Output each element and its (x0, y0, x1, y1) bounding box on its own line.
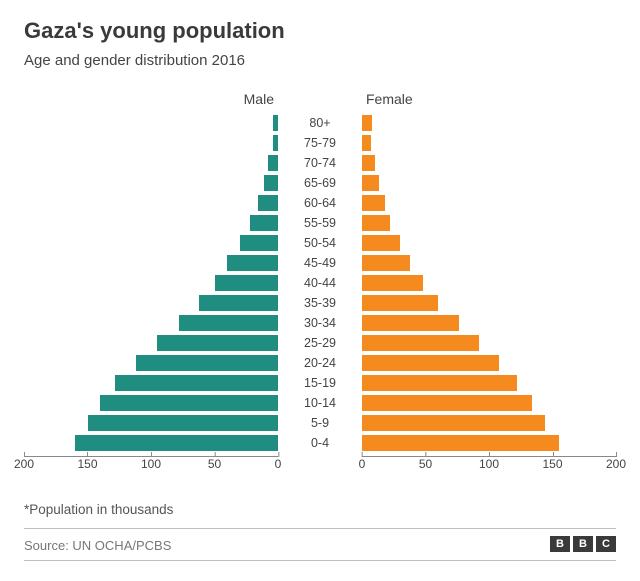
pyramid-row: 80+ (24, 113, 616, 133)
male-bar (179, 315, 278, 331)
male-bar (75, 435, 278, 451)
male-bar (215, 275, 279, 291)
male-bar (157, 335, 278, 351)
axis-tick: 150 (77, 457, 97, 471)
age-label: 80+ (280, 113, 360, 133)
chart-subtitle: Age and gender distribution 2016 (24, 52, 616, 69)
female-bar (362, 435, 559, 451)
population-pyramid-chart: Male Female 80+75-7970-7465-6960-6455-59… (24, 91, 616, 501)
age-label: 15-19 (280, 373, 360, 393)
female-bar (362, 255, 410, 271)
pyramid-row: 40-44 (24, 273, 616, 293)
x-axis: 050100150200050100150200 (24, 457, 616, 479)
pyramid-row: 45-49 (24, 253, 616, 273)
age-label: 45-49 (280, 253, 360, 273)
axis-tick: 100 (141, 457, 161, 471)
age-label: 10-14 (280, 393, 360, 413)
female-bar (362, 235, 400, 251)
logo-letter: C (596, 536, 616, 552)
male-bar (136, 355, 278, 371)
male-bar (268, 155, 278, 171)
pyramid-row: 20-24 (24, 353, 616, 373)
logo-letter: B (550, 536, 570, 552)
axis-tick: 0 (275, 457, 282, 471)
female-bar (362, 355, 499, 371)
pyramid-row: 10-14 (24, 393, 616, 413)
pyramid-row: 70-74 (24, 153, 616, 173)
pyramid-row: 30-34 (24, 313, 616, 333)
divider (24, 528, 616, 529)
axis-tick: 150 (542, 457, 562, 471)
pyramid-row: 55-59 (24, 213, 616, 233)
female-bar (362, 215, 390, 231)
pyramid-bars-area: 80+75-7970-7465-6960-6455-5950-5445-4940… (24, 113, 616, 473)
male-bar (227, 255, 278, 271)
female-bar (362, 375, 517, 391)
female-bar (362, 415, 545, 431)
male-bar (240, 235, 278, 251)
axis-tick: 50 (419, 457, 432, 471)
age-label: 0-4 (280, 433, 360, 453)
pyramid-row: 75-79 (24, 133, 616, 153)
age-label: 70-74 (280, 153, 360, 173)
axis-half-female: 050100150200 (362, 457, 616, 479)
age-label: 35-39 (280, 293, 360, 313)
age-label: 60-64 (280, 193, 360, 213)
pyramid-row: 25-29 (24, 333, 616, 353)
pyramid-row: 50-54 (24, 233, 616, 253)
male-bar (100, 395, 278, 411)
pyramid-row: 60-64 (24, 193, 616, 213)
age-label: 25-29 (280, 333, 360, 353)
age-label: 5-9 (280, 413, 360, 433)
female-bar (362, 315, 459, 331)
age-label: 20-24 (280, 353, 360, 373)
logo-letter: B (573, 536, 593, 552)
age-label: 55-59 (280, 213, 360, 233)
axis-tick: 50 (208, 457, 221, 471)
male-header: Male (244, 91, 274, 107)
age-label: 50-54 (280, 233, 360, 253)
male-bar (199, 295, 278, 311)
bbc-logo: BBC (550, 536, 616, 552)
male-bar (115, 375, 278, 391)
pyramid-row: 0-4 (24, 433, 616, 453)
female-bar (362, 335, 479, 351)
female-bar (362, 175, 379, 191)
pyramid-row: 5-9 (24, 413, 616, 433)
female-bar (362, 135, 371, 151)
pyramid-row: 15-19 (24, 373, 616, 393)
pyramid-row: 65-69 (24, 173, 616, 193)
axis-tick: 200 (606, 457, 626, 471)
age-label: 30-34 (280, 313, 360, 333)
axis-half-male: 050100150200 (24, 457, 278, 479)
male-bar (273, 115, 278, 131)
male-bar (88, 415, 279, 431)
axis-tick: 200 (14, 457, 34, 471)
age-label: 40-44 (280, 273, 360, 293)
female-bar (362, 155, 375, 171)
female-bar (362, 295, 438, 311)
divider (24, 560, 616, 561)
female-bar (362, 275, 423, 291)
female-bar (362, 195, 385, 211)
source-attribution: Source: UN OCHA/PCBS (24, 538, 171, 553)
male-bar (273, 135, 278, 151)
female-bar (362, 115, 372, 131)
axis-tick: 100 (479, 457, 499, 471)
male-bar (264, 175, 278, 191)
footnote: *Population in thousands (24, 502, 173, 517)
pyramid-row: 35-39 (24, 293, 616, 313)
age-label: 75-79 (280, 133, 360, 153)
age-label: 65-69 (280, 173, 360, 193)
male-bar (258, 195, 278, 211)
chart-title: Gaza's young population (24, 18, 616, 44)
male-bar (250, 215, 278, 231)
axis-tick: 0 (359, 457, 366, 471)
female-bar (362, 395, 532, 411)
female-header: Female (366, 91, 413, 107)
